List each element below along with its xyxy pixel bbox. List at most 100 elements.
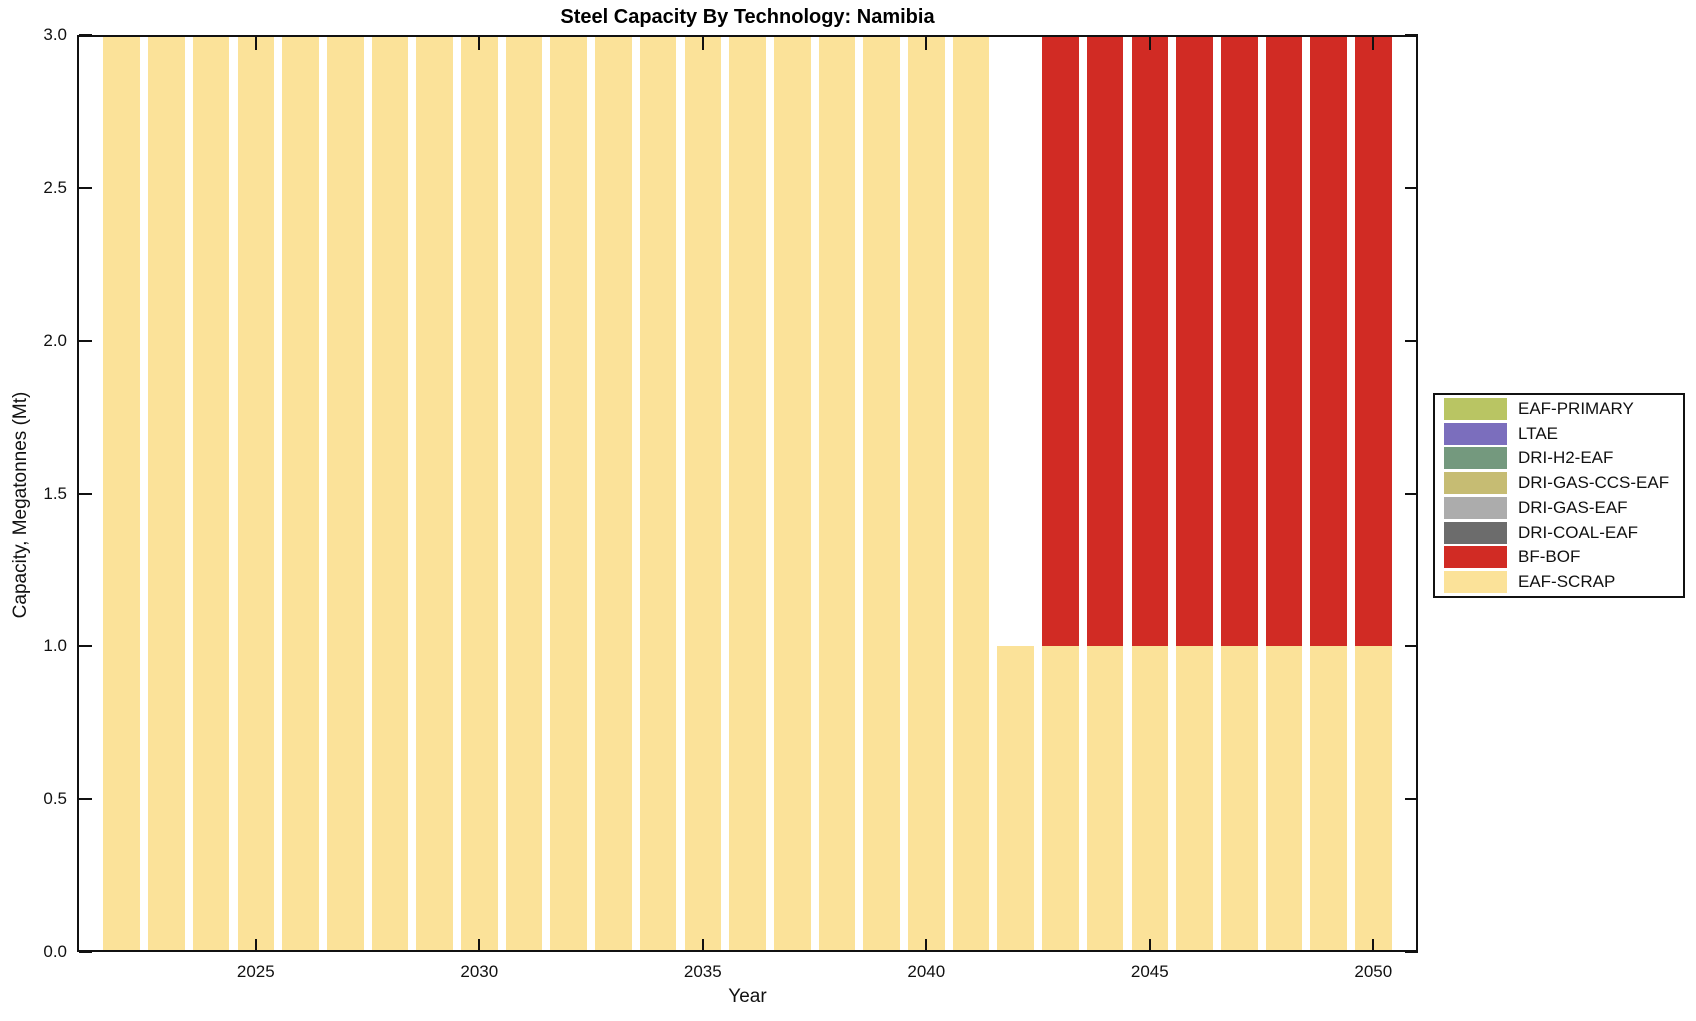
legend-swatch (1444, 571, 1507, 594)
x-axis-tick (254, 939, 257, 952)
y-tick-label: 2.0 (43, 330, 67, 350)
bar-segment (1131, 646, 1169, 952)
x-axis-tick-top (1148, 37, 1151, 50)
y-axis-tick (79, 186, 92, 189)
bar-segment (326, 35, 364, 952)
x-tick-label: 2025 (236, 962, 275, 981)
legend: EAF-PRIMARY LTAE DRI-H2-EAF DRI-GAS-CCS-EAF… (1433, 393, 1685, 598)
bar-segment (773, 35, 811, 952)
bar-segment (1265, 35, 1303, 647)
y-axis-tick (79, 798, 92, 801)
x-axis-tick (701, 939, 704, 952)
y-tick-label: 1.0 (43, 636, 67, 656)
x-tick-label: 2040 (907, 962, 946, 981)
x-axis-tick-top (254, 37, 257, 50)
bar-segment (282, 35, 319, 952)
bar-segment (952, 35, 990, 952)
bar-segment (908, 35, 945, 952)
y-axis-tick-right (1405, 798, 1418, 801)
bar-segment (416, 35, 453, 952)
legend-item: DRI-GAS-CCS-EAF (1444, 472, 1683, 495)
y-axis-tick (79, 34, 92, 36)
bar-segment (461, 35, 498, 952)
legend-label: EAF-PRIMARY (1518, 398, 1634, 418)
bar-segment (1310, 35, 1347, 647)
legend-item: EAF-SCRAP (1444, 571, 1683, 594)
bar-segment (639, 35, 677, 952)
bar-segment (1086, 35, 1124, 647)
legend-item: DRI-COAL-EAF (1444, 521, 1683, 544)
y-axis-tick-right (1405, 951, 1418, 953)
x-axis-tick-top (1372, 37, 1375, 50)
y-axis-tick-right (1405, 645, 1418, 648)
y-axis-tick-right (1405, 492, 1418, 495)
y-tick-label: 0.5 (43, 789, 67, 809)
y-axis-tick-right (1405, 186, 1418, 189)
legend-swatch (1444, 546, 1507, 569)
y-axis-tick-right (1405, 34, 1418, 36)
bar-segment (237, 35, 275, 952)
x-tick-label: 2050 (1354, 962, 1393, 981)
bar-segment (1131, 35, 1169, 647)
legend-swatch (1444, 447, 1507, 470)
bar-segment (729, 35, 766, 952)
x-axis-tick-top (478, 37, 481, 50)
legend-item: EAF-PRIMARY (1444, 397, 1683, 420)
bar-segment (684, 35, 722, 952)
y-tick-label: 3.0 (43, 25, 67, 44)
bar-segment (1042, 35, 1079, 647)
chart-title: Steel Capacity By Technology: Namibia (560, 6, 935, 28)
bar-segment (550, 35, 588, 952)
bar-segment (1086, 646, 1124, 952)
y-axis-tick-right (1405, 339, 1418, 342)
bar-segment (1355, 35, 1392, 647)
x-tick-label: 2035 (683, 962, 722, 981)
x-tick-label: 2030 (460, 962, 499, 981)
x-axis-tick-top (701, 37, 704, 50)
bar-segment (148, 35, 185, 952)
x-axis-tick (1148, 939, 1151, 952)
y-axis-tick (79, 339, 92, 342)
bar-segment (1265, 646, 1303, 952)
bar-segment (103, 35, 141, 952)
legend-swatch (1444, 422, 1507, 445)
bar-segment (192, 35, 230, 952)
legend-label: DRI-GAS-EAF (1518, 497, 1628, 517)
bar-segment (595, 35, 632, 952)
legend-swatch (1444, 472, 1507, 495)
bar-segment (371, 35, 409, 952)
y-tick-label: 2.5 (43, 177, 67, 197)
bar-segment (1176, 646, 1213, 952)
bar-segment (505, 35, 543, 952)
legend-item: DRI-GAS-EAF (1444, 496, 1683, 519)
x-axis-tick-top (925, 37, 928, 50)
y-tick-label: 1.5 (43, 483, 67, 503)
legend-label: DRI-COAL-EAF (1518, 522, 1638, 542)
legend-swatch (1444, 496, 1507, 519)
bar-segment (1355, 646, 1392, 952)
bar-segment (997, 646, 1035, 952)
x-axis-tick (925, 939, 928, 952)
legend-label: BF-BOF (1518, 547, 1581, 567)
bar-segment (1042, 646, 1079, 952)
legend-item: LTAE (1444, 422, 1683, 445)
legend-label: LTAE (1518, 423, 1558, 443)
bar-segment (1310, 646, 1347, 952)
legend-item: BF-BOF (1444, 546, 1683, 569)
legend-label: DRI-GAS-CCS-EAF (1518, 473, 1670, 493)
bar-segment (818, 35, 856, 952)
bar-segment (863, 35, 900, 952)
y-axis-tick (79, 492, 92, 495)
legend-item: DRI-H2-EAF (1444, 447, 1683, 470)
bar-segment (1176, 35, 1213, 647)
y-axis-label: Capacity, Megatonnes (Mt) (10, 391, 31, 619)
legend-label: EAF-SCRAP (1518, 572, 1616, 592)
bar-segment (1220, 646, 1258, 952)
x-axis-label: Year (728, 986, 767, 1007)
legend-label: DRI-H2-EAF (1518, 448, 1614, 468)
legend-swatch (1444, 521, 1507, 544)
y-axis-tick (79, 645, 92, 648)
x-axis-tick (478, 939, 481, 952)
legend-swatch (1444, 397, 1507, 420)
